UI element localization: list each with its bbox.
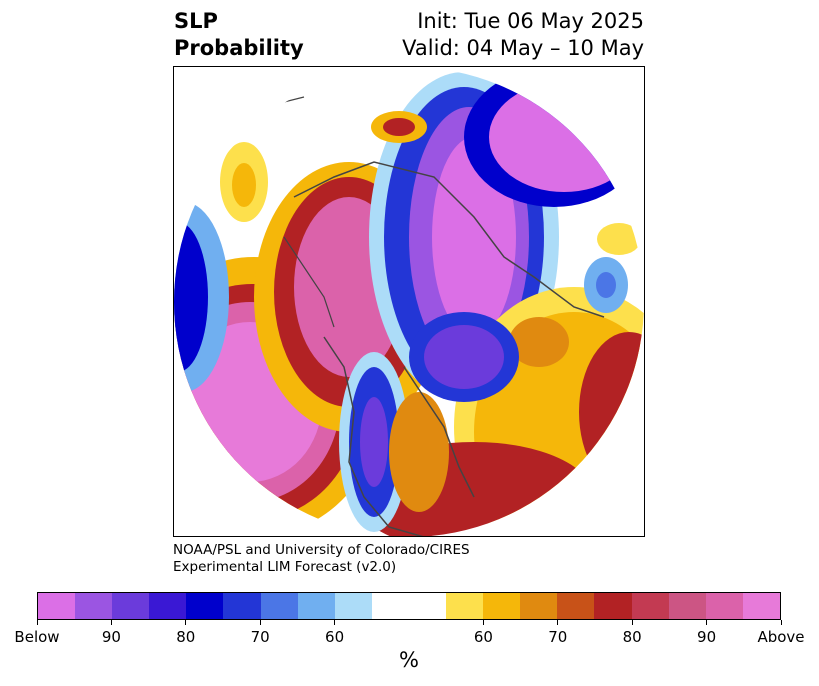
colorbar-segment: [297, 593, 335, 619]
colorbar-tick: [334, 620, 336, 625]
colorbar-tick: [706, 620, 708, 625]
colorbar-segment: [446, 593, 484, 619]
chart-title-right: Init: Tue 06 May 2025 Valid: 04 May – 10…: [402, 8, 644, 62]
north-red-cell-core: [383, 118, 415, 136]
valid-range: Valid: 04 May – 10 May: [402, 36, 644, 60]
colorbar-segment: [408, 593, 447, 619]
ne-low-core: [489, 82, 639, 192]
colorbar-tick-label: 80: [176, 628, 196, 646]
colorbar-tick-label: Below: [14, 628, 60, 646]
title-line-1: SLP: [174, 9, 218, 33]
colorbar-segment: [557, 593, 595, 619]
colorbar-segment: [334, 593, 372, 619]
central-orange: [389, 392, 449, 512]
atlantic-orange-spot: [509, 317, 569, 367]
colorbar-segment: [742, 593, 780, 619]
colorbar-segment: [223, 593, 261, 619]
colorbar-tick-label: 60: [325, 628, 345, 646]
east-blue-cell-core: [596, 272, 616, 298]
title-line-2: Probability: [174, 36, 304, 60]
colorbar-segment: [149, 593, 187, 619]
colorbar-segment: [483, 593, 521, 619]
colorbar-segment: [75, 593, 113, 619]
colorbar-tick: [631, 620, 633, 625]
colorbar-tick-label: 60: [473, 628, 493, 646]
colorbar-tick: [185, 620, 187, 625]
colorbar-tick: [259, 620, 261, 625]
colorbar-tick-label: 70: [548, 628, 568, 646]
colorbar-unit: %: [399, 648, 419, 672]
credit-text: NOAA/PSL and University of Colorado/CIRE…: [173, 542, 470, 576]
colorbar-segment: [520, 593, 558, 619]
na-low-core: [360, 397, 388, 487]
colorbar-segment: [371, 593, 409, 619]
chart-title-left: SLP Probability: [174, 8, 304, 62]
west-low-inner: [174, 222, 208, 372]
colorbar-tick-label: 90: [101, 628, 121, 646]
east-yellow-cell: [597, 223, 641, 255]
colorbar-tick-label: 70: [250, 628, 270, 646]
polar-projection-map: [174, 67, 644, 536]
colorbar-segment: [631, 593, 669, 619]
colorbar-segment: [668, 593, 706, 619]
credit-line-2: Experimental LIM Forecast (v2.0): [173, 559, 397, 575]
colorbar-tick-label: Above: [757, 628, 805, 646]
map-panel: [173, 66, 645, 537]
greenland-low-core: [424, 325, 504, 389]
init-date: Init: Tue 06 May 2025: [417, 9, 644, 33]
colorbar-tick: [557, 620, 559, 625]
colorbar-tick-label: 80: [622, 628, 642, 646]
coastline-north-america: [323, 336, 475, 536]
colorbar-tick: [110, 620, 112, 625]
colorbar-segment: [38, 593, 76, 619]
colorbar-segment: [594, 593, 632, 619]
small-yellow-cell-core: [232, 163, 256, 207]
colorbar-tick: [36, 620, 38, 625]
credit-line-1: NOAA/PSL and University of Colorado/CIRE…: [173, 542, 470, 558]
colorbar-segment: [112, 593, 150, 619]
colorbar-tick-label: 90: [697, 628, 717, 646]
coastline-eurasia: [293, 161, 605, 318]
colorbar-segment: [260, 593, 298, 619]
colorbar-tick: [482, 620, 484, 625]
colorbar: [37, 592, 781, 620]
colorbar-segment: [705, 593, 743, 619]
colorbar-segment: [186, 593, 224, 619]
colorbar-tick: [780, 620, 782, 625]
